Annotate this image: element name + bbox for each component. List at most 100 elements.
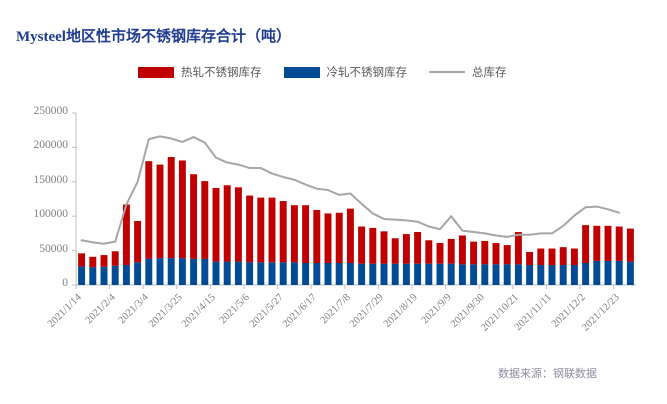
bar-segment-cold-rolled xyxy=(380,263,388,285)
bar-segment-cold-rolled xyxy=(100,266,108,285)
bar-segment-cold-rolled xyxy=(425,263,433,285)
bar-segment-cold-rolled xyxy=(582,262,590,285)
bar-segment-cold-rolled xyxy=(626,261,634,285)
bar-segment-cold-rolled xyxy=(503,264,511,285)
legend-label-total: 总库存 xyxy=(472,67,507,79)
bar-segment-hot-rolled xyxy=(324,213,332,263)
bar-segment-cold-rolled xyxy=(111,265,119,285)
y-tick-label: 200000 xyxy=(33,139,69,152)
bar-segment-hot-rolled xyxy=(156,164,164,259)
bar-segment-hot-rolled xyxy=(212,187,220,262)
bar-segment-cold-rolled xyxy=(369,263,377,285)
bar-segment-cold-rolled xyxy=(246,262,254,285)
bar-segment-hot-rolled xyxy=(268,197,276,263)
bar-segment-cold-rolled xyxy=(604,260,612,285)
bar-segment-hot-rolled xyxy=(201,181,209,259)
bar-segment-hot-rolled xyxy=(89,256,97,268)
bar-segment-cold-rolled xyxy=(593,260,601,285)
total-inventory-line xyxy=(80,135,621,245)
bar-segment-hot-rolled xyxy=(257,197,265,263)
bar-segment-hot-rolled xyxy=(313,210,321,263)
bar-segment-cold-rolled xyxy=(470,264,478,285)
bar-segment-hot-rolled xyxy=(492,243,500,265)
bar-segment-cold-rolled xyxy=(458,264,466,285)
bar-segment-cold-rolled xyxy=(89,267,97,285)
bar-segment-cold-rolled xyxy=(223,261,231,285)
bar-segment-hot-rolled xyxy=(78,253,86,267)
bar-segment-cold-rolled xyxy=(391,263,399,285)
bar-segment-cold-rolled xyxy=(481,264,489,285)
bar-segment-hot-rolled xyxy=(111,251,119,266)
bar-segment-hot-rolled xyxy=(447,238,455,264)
legend-item-hot-rolled[interactable]: 热轧不锈钢库存 xyxy=(138,63,262,81)
bar-segment-hot-rolled xyxy=(548,248,556,266)
bar-segment-cold-rolled xyxy=(302,262,310,285)
bar-segment-hot-rolled xyxy=(470,241,478,265)
bar-segment-cold-rolled xyxy=(257,262,265,285)
bar-segment-hot-rolled xyxy=(604,225,612,261)
bar-segment-cold-rolled xyxy=(324,262,332,285)
legend-item-cold-rolled[interactable]: 冷轧不锈钢库存 xyxy=(283,63,407,81)
bar-segment-hot-rolled xyxy=(391,238,399,264)
bar-segment-cold-rolled xyxy=(190,258,198,285)
bar-segment-cold-rolled xyxy=(201,258,209,285)
bar-segment-hot-rolled xyxy=(302,205,310,263)
bar-segment-hot-rolled xyxy=(246,195,254,263)
bar-segment-cold-rolled xyxy=(335,262,343,285)
y-tick-label: 250000 xyxy=(33,105,69,117)
bar-segment-cold-rolled xyxy=(537,265,545,285)
bar-segment-hot-rolled xyxy=(279,201,287,263)
bar-segment-cold-rolled xyxy=(279,262,287,285)
bar-segment-cold-rolled xyxy=(178,258,186,285)
bar-segment-hot-rolled xyxy=(145,161,153,259)
legend-label-hot-rolled: 热轧不锈钢库存 xyxy=(181,67,262,79)
bar-segment-cold-rolled xyxy=(212,261,220,285)
bar-segment-hot-rolled xyxy=(122,204,130,266)
bar-segment-hot-rolled xyxy=(223,185,231,262)
source-note: 数据来源：钢联数据 xyxy=(498,368,597,380)
bar-segment-hot-rolled xyxy=(134,221,142,263)
bar-segment-hot-rolled xyxy=(582,225,590,263)
bar-segment-hot-rolled xyxy=(335,212,343,263)
bar-segment-hot-rolled xyxy=(167,157,175,259)
bar-segment-hot-rolled xyxy=(570,248,578,266)
bar-segment-cold-rolled xyxy=(346,262,354,285)
bar-segment-hot-rolled xyxy=(514,232,522,265)
chart-legend: 热轧不锈钢库存 冷轧不锈钢库存 总库存 xyxy=(138,63,529,81)
bar-segment-hot-rolled xyxy=(414,232,422,264)
bar-segment-hot-rolled xyxy=(290,205,298,263)
bar-segment-cold-rolled xyxy=(122,265,130,285)
bar-segment-hot-rolled xyxy=(380,231,388,264)
bar-segment-hot-rolled xyxy=(626,228,634,262)
bar-segment-cold-rolled xyxy=(559,265,567,285)
bar-segment-cold-rolled xyxy=(514,264,522,285)
y-tick-label: 100000 xyxy=(33,208,69,221)
bar-segment-hot-rolled xyxy=(358,226,366,264)
y-tick-label: 150000 xyxy=(33,173,69,186)
bar-segment-hot-rolled xyxy=(593,225,601,261)
chart-title: Mysteel地区性市场不锈钢库存合计（吨） xyxy=(16,29,291,45)
bar-segment-cold-rolled xyxy=(290,262,298,285)
bar-segment-cold-rolled xyxy=(145,258,153,285)
bar-segment-cold-rolled xyxy=(402,263,410,285)
bar-segment-cold-rolled xyxy=(414,263,422,285)
bar-segment-hot-rolled xyxy=(615,226,623,261)
bar-segment-hot-rolled xyxy=(178,160,186,259)
bar-segment-cold-rolled xyxy=(268,262,276,285)
legend-item-total[interactable]: 总库存 xyxy=(429,63,507,81)
bar-segment-hot-rolled xyxy=(100,255,108,267)
bar-segment-hot-rolled xyxy=(346,208,354,263)
bar-segment-hot-rolled xyxy=(369,227,377,264)
bar-segment-hot-rolled xyxy=(537,248,545,266)
bar-segment-cold-rolled xyxy=(78,266,86,285)
bar-segment-hot-rolled xyxy=(402,234,410,264)
legend-swatch-hot-rolled xyxy=(138,66,174,78)
bar-segment-cold-rolled xyxy=(492,264,500,285)
bar-segment-cold-rolled xyxy=(134,262,142,285)
bar-segment-hot-rolled xyxy=(526,251,534,266)
bar-segment-hot-rolled xyxy=(425,240,433,264)
legend-swatch-cold-rolled xyxy=(283,66,320,78)
bar-segment-cold-rolled xyxy=(313,262,321,285)
